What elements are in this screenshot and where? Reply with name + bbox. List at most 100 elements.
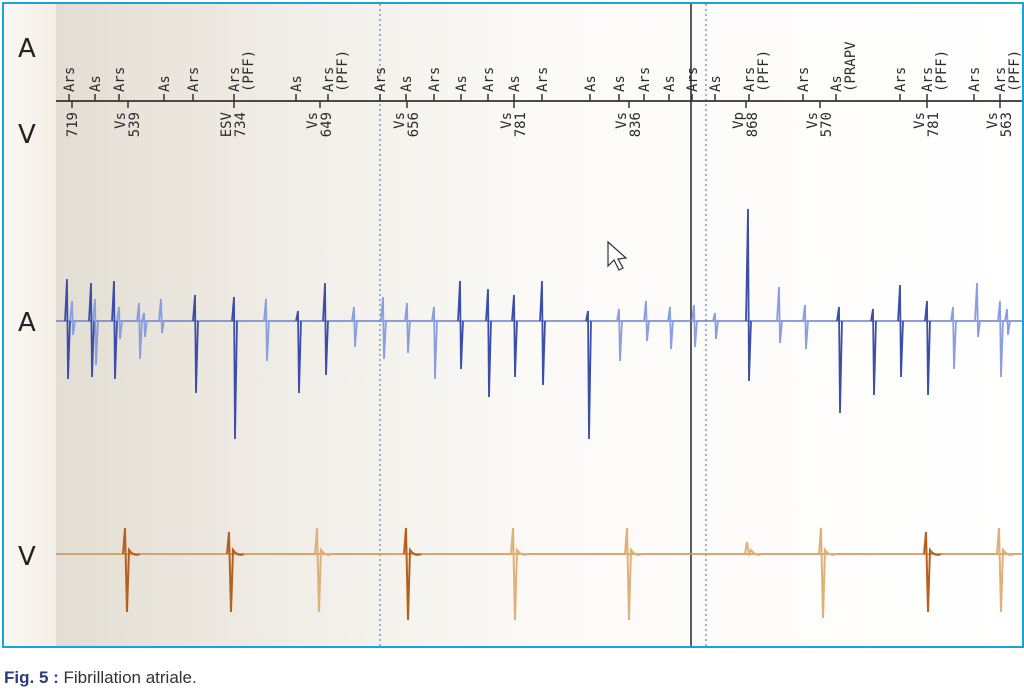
ventricular-interval-value: 570 bbox=[819, 112, 835, 137]
atrial-marker-sublabel: (PFF) bbox=[335, 50, 351, 92]
ventricular-interval-value: 539 bbox=[127, 112, 143, 137]
atrial-marker-label: Ars bbox=[920, 67, 936, 92]
atrial-deflection bbox=[88, 282, 95, 378]
atrial-deflection bbox=[141, 312, 148, 338]
ventricular-interval-value: 656 bbox=[406, 112, 422, 137]
atrial-marker-label: As bbox=[583, 75, 599, 92]
ventricular-interval-value: 781 bbox=[513, 112, 529, 137]
atrial-deflection bbox=[643, 300, 650, 342]
atrial-deflection bbox=[158, 298, 165, 334]
atrial-deflection bbox=[585, 310, 592, 440]
atrial-deflection bbox=[776, 286, 783, 344]
atrial-marker-sublabel: (PFF) bbox=[241, 50, 257, 92]
atrial-deflection bbox=[691, 304, 698, 348]
atrial-deflection bbox=[950, 306, 957, 370]
atrial-marker-sublabel: (PFF) bbox=[1007, 50, 1022, 92]
atrial-marker-label: As bbox=[88, 75, 104, 92]
atrial-marker-label: Ars bbox=[227, 67, 243, 92]
atrial-deflection bbox=[511, 294, 518, 378]
atrial-deflection bbox=[136, 302, 143, 360]
atrial-deflection bbox=[431, 306, 438, 380]
atrial-marker-label: Ars bbox=[321, 67, 337, 92]
ventricular-deflection bbox=[510, 527, 529, 621]
atrial-marker-sublabel: (PRAPV bbox=[843, 41, 859, 92]
atrial-deflection bbox=[295, 310, 302, 394]
atrial-deflection bbox=[802, 304, 809, 350]
label-ventricular-markers: V bbox=[18, 120, 36, 150]
atrial-marker-label: Ars bbox=[685, 67, 701, 92]
atrial-marker-label: As bbox=[157, 75, 173, 92]
atrial-marker-label: As bbox=[662, 75, 678, 92]
atrial-marker-label: Ars bbox=[186, 67, 202, 92]
atrial-deflection bbox=[111, 280, 118, 380]
ventricular-marker-label: Vs bbox=[305, 112, 321, 129]
atrial-deflection bbox=[745, 208, 752, 382]
ventricular-deflection bbox=[923, 531, 942, 613]
channel-labels: A V A V bbox=[4, 4, 56, 646]
atrial-marker-label: As bbox=[454, 75, 470, 92]
ventricular-marker-label: Vp bbox=[731, 112, 747, 129]
atrial-deflection bbox=[539, 280, 546, 386]
atrial-marker-label: Ars bbox=[742, 67, 758, 92]
ventricular-marker-label: Vs bbox=[499, 112, 515, 129]
atrial-deflection bbox=[485, 288, 492, 398]
atrial-deflection bbox=[404, 302, 411, 354]
ventricular-deflection bbox=[226, 531, 245, 613]
ventricular-marker-label: Vs bbox=[113, 112, 129, 129]
ventricular-deflection bbox=[996, 527, 1015, 613]
atrial-marker-label: Ars bbox=[993, 67, 1009, 92]
atrial-deflection bbox=[192, 294, 199, 394]
ventricular-marker-label: Vs bbox=[985, 112, 1001, 129]
atrial-marker-label: As bbox=[612, 75, 628, 92]
ventricular-deflection bbox=[624, 527, 643, 621]
label-atrial-markers: A bbox=[18, 34, 36, 64]
atrial-marker-label: Ars bbox=[535, 67, 551, 92]
atrial-marker-label: Ars bbox=[373, 67, 389, 92]
atrial-marker-label: Ars bbox=[967, 67, 983, 92]
ventricular-interval-value: 836 bbox=[628, 112, 644, 137]
atrial-marker-label: Ars bbox=[112, 67, 128, 92]
ventricular-interval-value: 781 bbox=[926, 112, 942, 137]
figure-caption: Fig. 5 : Fibrillation atriale. bbox=[4, 668, 197, 688]
ventricular-deflection bbox=[818, 527, 837, 619]
ventricular-interval-value: 734 bbox=[233, 112, 249, 137]
atrial-deflection bbox=[263, 298, 270, 362]
atrial-deflection bbox=[64, 278, 71, 380]
atrial-marker-label: As bbox=[829, 75, 845, 92]
atrial-marker-label: Ars bbox=[637, 67, 653, 92]
atrial-deflection bbox=[897, 284, 904, 378]
atrial-deflection bbox=[457, 280, 464, 370]
figure-number: Fig. 5 : bbox=[4, 668, 59, 687]
atrial-deflection bbox=[231, 296, 238, 440]
ventricular-marker-label: Vs bbox=[392, 112, 408, 129]
atrial-deflection bbox=[380, 296, 387, 360]
atrial-deflection bbox=[351, 306, 358, 348]
ventricular-interval-value: 719 bbox=[65, 112, 81, 137]
ventricular-deflection bbox=[122, 527, 141, 613]
tracing-svg: Ars As Ars As Ars Ars(PFF) As Ars(PFF) Ars As Ars A… bbox=[56, 4, 1022, 646]
ventricular-deflection bbox=[744, 541, 763, 558]
ecg-printout: A V A V Ars As Ars As Ars Ars (PFF) As Ars (PFF) A… bbox=[2, 2, 1024, 648]
atrial-marker-sublabel: (PFF) bbox=[934, 50, 950, 92]
atrial-deflection bbox=[836, 306, 843, 414]
ventricular-deflection bbox=[314, 527, 333, 613]
figure-caption-text: Fibrillation atriale. bbox=[63, 668, 197, 687]
mouse-pointer-icon bbox=[607, 240, 628, 271]
ventricular-interval-value: 649 bbox=[319, 112, 335, 137]
atrial-deflection bbox=[870, 308, 877, 396]
ventricular-marker-label: Vs bbox=[912, 112, 928, 129]
atrial-marker-sublabel: (PFF) bbox=[756, 50, 772, 92]
atrial-marker-label: Ars bbox=[62, 67, 78, 92]
atrial-marker-label: Ars bbox=[427, 67, 443, 92]
atrial-marker-label: As bbox=[507, 75, 523, 92]
atrial-deflection bbox=[322, 282, 329, 376]
atrial-deflection bbox=[116, 306, 123, 340]
ventricular-marker-label: ESV bbox=[219, 111, 235, 137]
atrial-deflection bbox=[1004, 308, 1011, 336]
atrial-marker-label: As bbox=[399, 75, 415, 92]
atrial-deflection bbox=[92, 298, 99, 366]
atrial-marker-label: Ars bbox=[481, 67, 497, 92]
atrial-deflection bbox=[924, 300, 931, 396]
atrial-deflection bbox=[616, 308, 623, 362]
atrial-deflection bbox=[997, 300, 1004, 378]
